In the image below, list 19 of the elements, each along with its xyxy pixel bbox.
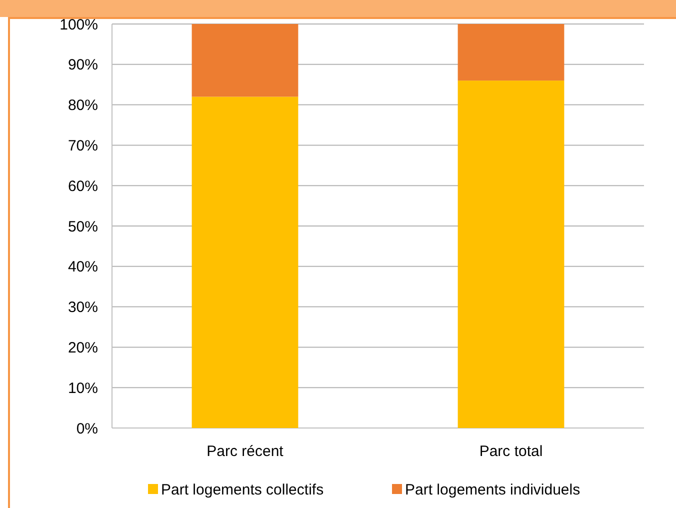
bar bbox=[458, 24, 564, 81]
y-tick-label: 100% bbox=[60, 16, 98, 34]
legend-label: Part logements collectifs bbox=[161, 481, 324, 498]
y-tick-label: 0% bbox=[76, 420, 98, 438]
y-tick-label: 10% bbox=[68, 380, 98, 397]
y-tick-label: 30% bbox=[68, 299, 98, 316]
y-tick-label: 50% bbox=[68, 218, 98, 236]
x-tick-label: Parc total bbox=[479, 443, 543, 460]
bar bbox=[458, 80, 564, 428]
y-tick-label: 60% bbox=[68, 178, 98, 195]
y-tick-label: 70% bbox=[68, 137, 98, 154]
y-tick-label: 80% bbox=[68, 97, 98, 114]
bar bbox=[192, 96, 298, 428]
y-tick-label: 90% bbox=[68, 56, 98, 74]
legend-label: Part logements individuels bbox=[405, 481, 580, 498]
y-tick-label: 40% bbox=[68, 258, 98, 276]
x-tick-label: Parc récent bbox=[206, 443, 284, 460]
y-tick-label: 20% bbox=[68, 339, 98, 356]
bar bbox=[192, 24, 298, 97]
